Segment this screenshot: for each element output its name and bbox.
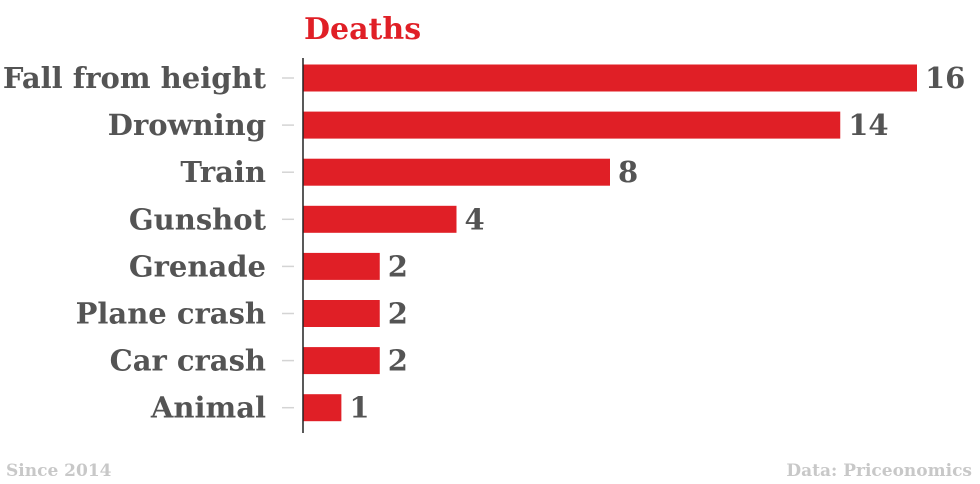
- category-label: Plane crash: [76, 297, 266, 331]
- category-label: Drowning: [108, 108, 266, 142]
- category-label: Train: [180, 155, 266, 189]
- chart-title: Deaths: [304, 12, 421, 47]
- category-ticks: [282, 77, 294, 409]
- category-label: Animal: [150, 391, 266, 425]
- bar: [303, 347, 380, 375]
- bar: [303, 64, 917, 92]
- data-label: 1: [349, 391, 369, 425]
- data-label: 8: [618, 155, 638, 189]
- footer-note: Since 2014: [6, 461, 112, 481]
- data-label: 2: [388, 249, 408, 283]
- data-label: 4: [465, 202, 485, 236]
- category-label: Car crash: [110, 344, 266, 378]
- category-label: Fall from height: [3, 61, 267, 95]
- data-label: 14: [848, 108, 888, 142]
- bar: [303, 158, 610, 186]
- bar: [303, 252, 380, 280]
- category-labels: Fall from height Drowning Train Gunshot Gren…: [3, 61, 267, 425]
- bar: [303, 394, 342, 422]
- data-label: 2: [388, 297, 408, 331]
- bar: [303, 205, 457, 233]
- bar: [303, 111, 841, 139]
- data-label: 2: [388, 344, 408, 378]
- data-label: 16: [925, 61, 965, 95]
- category-label: Grenade: [129, 249, 266, 283]
- bar: [303, 300, 380, 327]
- category-label: Gunshot: [129, 202, 267, 236]
- data-source: Data: Priceonomics: [786, 461, 972, 481]
- bars: [303, 64, 917, 422]
